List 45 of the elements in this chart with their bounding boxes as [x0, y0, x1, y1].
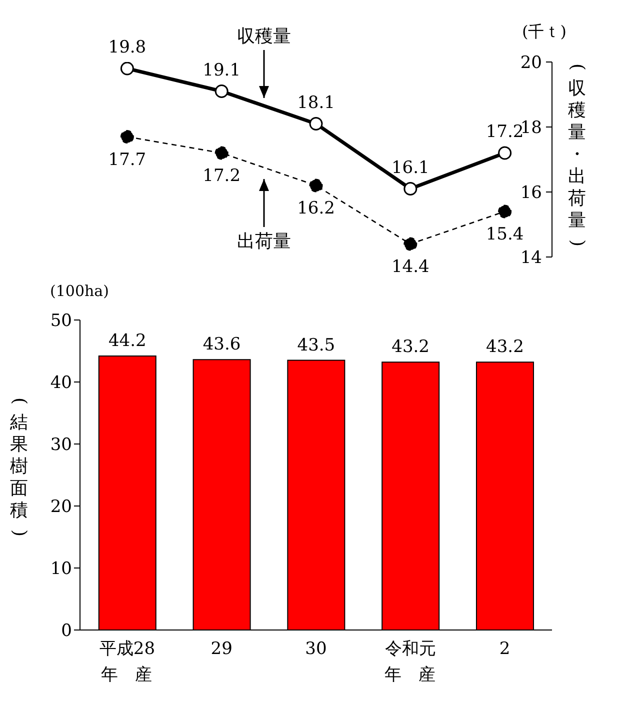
text: (千ｔ) — [522, 22, 566, 43]
data-label: 43.6 — [202, 334, 241, 355]
y-tick-label: 0 — [61, 621, 72, 642]
data-label: 18.1 — [297, 92, 335, 113]
y-tick-label: 10 — [50, 559, 72, 580]
point — [214, 84, 228, 98]
data-label: 19.8 — [108, 38, 146, 58]
text: 収穫量 — [236, 24, 292, 48]
y-tick-label: 20 — [50, 497, 72, 518]
y-tick-label: 20 — [520, 53, 542, 74]
point — [120, 130, 134, 144]
data-label: 16.2 — [297, 198, 335, 219]
data-label: 43.5 — [297, 335, 336, 356]
x-tick-label: 令和元年産 — [384, 639, 452, 685]
point — [498, 204, 512, 218]
data-label: 19.1 — [202, 60, 241, 80]
text: (収穫量・出荷量) — [567, 63, 588, 247]
point — [404, 182, 418, 196]
point — [214, 146, 228, 160]
x-tick-label: 2 — [499, 639, 510, 659]
text: 出荷量 — [236, 230, 292, 254]
data-label: 15.4 — [486, 224, 524, 245]
data-label: 17.7 — [108, 150, 146, 170]
data-label: 14.4 — [391, 257, 430, 278]
point — [309, 117, 323, 130]
point — [404, 237, 418, 251]
x-tick-label: 平成28年産 — [99, 639, 170, 685]
point — [120, 62, 134, 76]
data-label: 43.2 — [486, 337, 524, 358]
data-label: 44.2 — [108, 330, 146, 351]
point — [498, 146, 512, 160]
x-tick-label: 30 — [305, 639, 327, 659]
data-label: 17.2 — [202, 166, 241, 186]
y-tick-label: 50 — [50, 311, 72, 332]
y-axis-title: (結果樹面積) — [8, 396, 30, 539]
y-tick-label: 14 — [520, 248, 542, 268]
y-tick-label: 40 — [50, 373, 72, 394]
text: (100ha) — [50, 282, 109, 300]
data-label: 16.1 — [391, 158, 430, 178]
x-tick-label: 29 — [210, 639, 232, 659]
point — [309, 178, 323, 192]
data-label: 43.2 — [392, 337, 430, 358]
y-tick-label: 16 — [520, 183, 542, 204]
y-tick-label: 30 — [50, 435, 72, 456]
data-label: 17.2 — [486, 122, 524, 142]
